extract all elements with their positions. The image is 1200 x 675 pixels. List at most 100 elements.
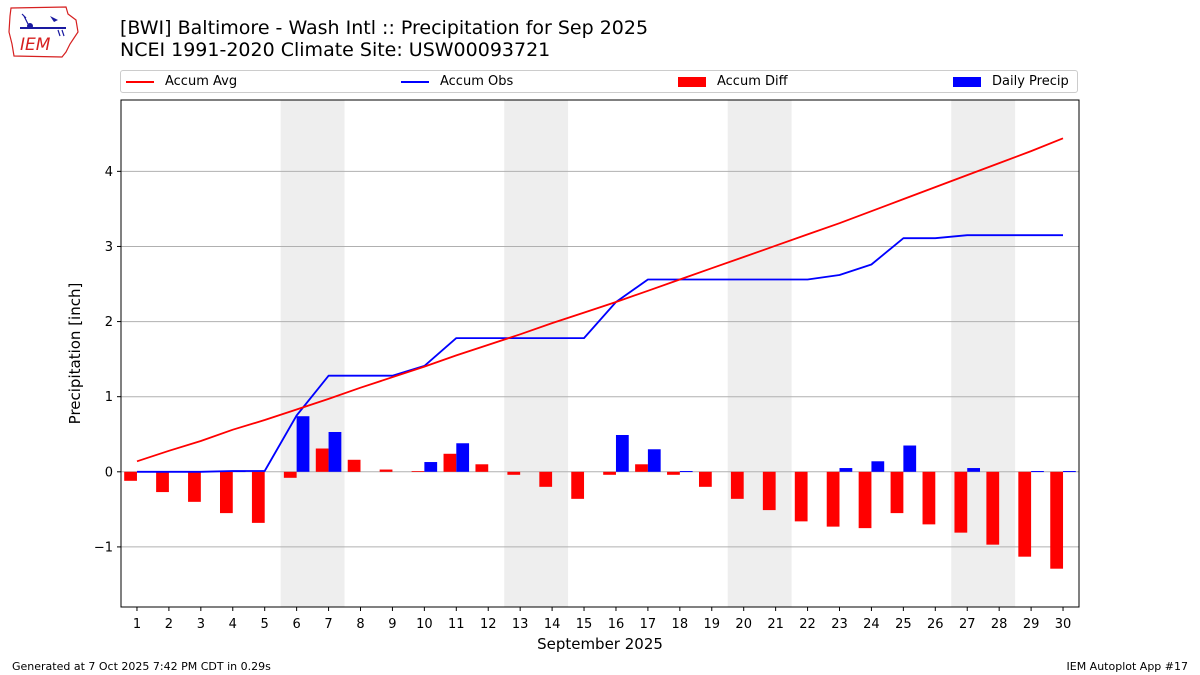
bar-daily-precip-11 xyxy=(456,443,470,472)
xtick-label: 17 xyxy=(640,617,657,632)
chart-title-line2: NCEI 1991-2020 Climate Site: USW00093721 xyxy=(120,39,551,61)
legend-item-accum-diff: Accum Diff xyxy=(678,74,788,90)
xtick-label: 30 xyxy=(1055,617,1072,632)
chart-legend: Accum Avg Accum Obs Accum Diff Daily Pre… xyxy=(120,70,1078,93)
bar-accum-diff-23 xyxy=(826,471,840,527)
bar-accum-diff-6 xyxy=(283,471,297,478)
bar-daily-precip-24 xyxy=(871,461,885,472)
xtick-label: 27 xyxy=(959,617,976,632)
y-axis-label: Precipitation [inch] xyxy=(66,283,84,425)
bar-accum-diff-26 xyxy=(922,471,936,525)
xtick-label: 7 xyxy=(324,617,332,632)
legend-swatch-daily-precip xyxy=(953,77,981,87)
bar-accum-diff-30 xyxy=(1050,471,1064,569)
xtick-label: 18 xyxy=(672,617,689,632)
bar-daily-precip-23 xyxy=(839,468,853,472)
xtick-label: 6 xyxy=(292,617,300,632)
bar-accum-diff-22 xyxy=(794,471,808,522)
xtick-label: 23 xyxy=(831,617,848,632)
bar-daily-precip-25 xyxy=(903,445,917,472)
weekend-shade-1 xyxy=(280,100,345,607)
bar-daily-precip-7 xyxy=(328,431,342,472)
xtick-label: 12 xyxy=(480,617,497,632)
xtick-label: 20 xyxy=(735,617,752,632)
xtick-label: 4 xyxy=(229,617,237,632)
bar-accum-diff-15 xyxy=(571,471,585,499)
legend-label-daily-precip: Daily Precip xyxy=(992,74,1069,89)
bar-accum-diff-3 xyxy=(188,471,201,502)
bar-daily-precip-17 xyxy=(647,449,661,472)
bar-accum-diff-4 xyxy=(219,471,233,514)
bar-accum-diff-12 xyxy=(475,464,489,472)
chart-title-line1: [BWI] Baltimore - Wash Intl :: Precipita… xyxy=(120,17,649,39)
xtick-label: 1 xyxy=(133,617,141,632)
bar-accum-diff-19 xyxy=(698,471,712,487)
bar-daily-precip-4 xyxy=(232,471,246,473)
legend-swatch-accum-avg xyxy=(126,81,154,83)
legend-swatch-accum-obs xyxy=(401,81,429,83)
legend-label-accum-obs: Accum Obs xyxy=(440,74,514,89)
iem-logo: IEM xyxy=(6,4,82,60)
bar-daily-precip-29 xyxy=(1031,471,1044,473)
bar-accum-diff-16 xyxy=(603,471,616,475)
plot-frame xyxy=(120,99,1080,608)
bar-accum-diff-28 xyxy=(986,471,1000,545)
weekend-shade-2 xyxy=(504,100,569,607)
xtick-label: 29 xyxy=(1023,617,1040,632)
xtick-label: 8 xyxy=(356,617,364,632)
line-accum-avg xyxy=(136,137,1064,463)
bar-accum-diff-25 xyxy=(890,471,904,514)
bar-daily-precip-30 xyxy=(1063,471,1076,473)
bar-accum-diff-8 xyxy=(347,459,361,472)
footer-app: IEM Autoplot App #17 xyxy=(1066,660,1189,673)
legend-label-accum-diff: Accum Diff xyxy=(717,74,788,89)
bar-daily-precip-18 xyxy=(679,471,693,473)
weekend-shade-4 xyxy=(951,100,1016,607)
legend-item-accum-obs: Accum Obs xyxy=(401,74,513,90)
ytick-label: 2 xyxy=(105,315,113,330)
bar-accum-diff-1 xyxy=(124,471,137,481)
xtick-label: 15 xyxy=(576,617,593,632)
xtick-label: 13 xyxy=(512,617,529,632)
bar-accum-diff-20 xyxy=(730,471,744,499)
legend-swatch-accum-diff xyxy=(678,77,706,87)
xtick-label: 24 xyxy=(863,617,880,632)
ytick-label: 4 xyxy=(105,165,113,180)
xtick-label: 10 xyxy=(416,617,433,632)
bar-accum-diff-5 xyxy=(251,471,265,523)
xtick-label: 22 xyxy=(799,617,816,632)
bar-accum-diff-11 xyxy=(443,453,457,472)
bar-accum-diff-13 xyxy=(507,471,521,475)
xtick-label: 21 xyxy=(767,617,784,632)
bar-accum-diff-2 xyxy=(156,471,169,493)
xtick-label: 11 xyxy=(448,617,465,632)
iem-logo-graphic: IEM xyxy=(8,6,79,58)
ytick-label: 3 xyxy=(105,240,113,255)
bar-accum-diff-27 xyxy=(954,471,968,533)
ytick-label: 0 xyxy=(105,465,113,480)
xtick-label: 16 xyxy=(608,617,625,632)
ytick-label: −1 xyxy=(94,540,113,555)
bar-daily-precip-10 xyxy=(424,462,438,472)
weekend-shade-3 xyxy=(727,100,792,607)
bar-daily-precip-6 xyxy=(296,416,310,472)
bar-accum-diff-24 xyxy=(858,471,872,529)
legend-item-daily-precip: Daily Precip xyxy=(953,74,1069,90)
bar-accum-diff-10 xyxy=(411,471,425,472)
xtick-label: 3 xyxy=(197,617,205,632)
bar-accum-diff-14 xyxy=(539,471,553,487)
bar-accum-diff-18 xyxy=(667,471,680,475)
bar-daily-precip-16 xyxy=(615,434,629,472)
bar-accum-diff-7 xyxy=(315,448,329,472)
xtick-label: 25 xyxy=(895,617,912,632)
x-axis-label: September 2025 xyxy=(537,635,663,653)
bar-accum-diff-9 xyxy=(379,469,393,472)
xtick-label: 28 xyxy=(991,617,1008,632)
svg-text:IEM: IEM xyxy=(20,35,51,55)
bar-accum-diff-17 xyxy=(635,464,648,472)
footer-generated: Generated at 7 Oct 2025 7:42 PM CDT in 0… xyxy=(12,660,271,673)
xtick-label: 2 xyxy=(165,617,173,632)
legend-item-accum-avg: Accum Avg xyxy=(126,74,237,90)
xtick-label: 14 xyxy=(544,617,561,632)
